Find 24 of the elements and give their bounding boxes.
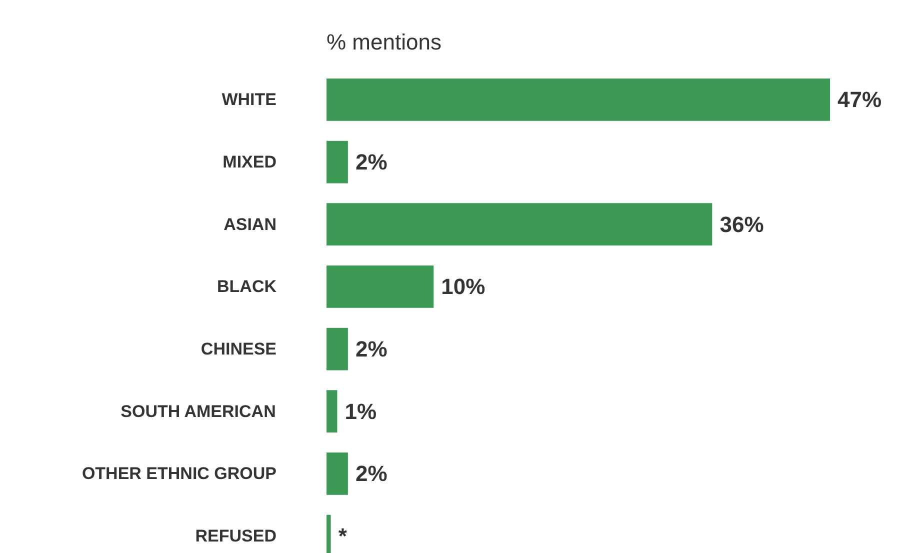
bar [326, 203, 712, 246]
y-tick-label: WHITE [222, 90, 277, 110]
bar [326, 140, 348, 184]
bar [326, 452, 348, 495]
data-label: 47% [838, 87, 882, 112]
data-label: 2% [355, 150, 388, 175]
y-tick-label: REFUSED [195, 526, 277, 546]
y-tick-label: OTHER ETHNIC GROUP [82, 464, 276, 484]
data-label: 1% [344, 398, 377, 424]
y-tick-label: BLACK [217, 277, 278, 296]
y-tick-label: MIXED [222, 152, 277, 172]
bar [326, 265, 434, 308]
data-label: 36% [720, 212, 764, 237]
y-tick-label: ASIAN [224, 214, 277, 234]
data-label: 2% [355, 461, 388, 486]
bar [326, 78, 830, 121]
y-tick-label: CHINESE [200, 340, 277, 359]
data-label: 10% [441, 274, 486, 300]
data-label: * [338, 524, 348, 549]
data-label: 2% [355, 336, 388, 362]
bar [326, 390, 338, 433]
chart-title: % mentions [326, 30, 442, 54]
y-tick-label: SOUTH AMERICAN [120, 402, 276, 421]
bar [326, 328, 348, 370]
